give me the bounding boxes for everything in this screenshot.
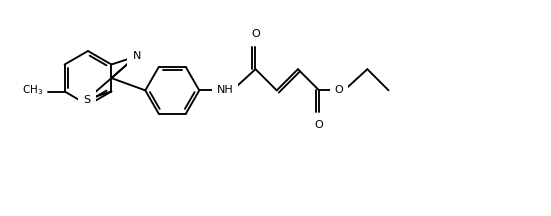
Text: NH: NH [217,85,234,95]
Text: N: N [132,51,141,62]
Text: CH$_3$: CH$_3$ [23,84,44,97]
Text: S: S [84,95,91,105]
Text: O: O [315,120,323,130]
Text: O: O [251,29,260,39]
Text: O: O [335,85,343,95]
